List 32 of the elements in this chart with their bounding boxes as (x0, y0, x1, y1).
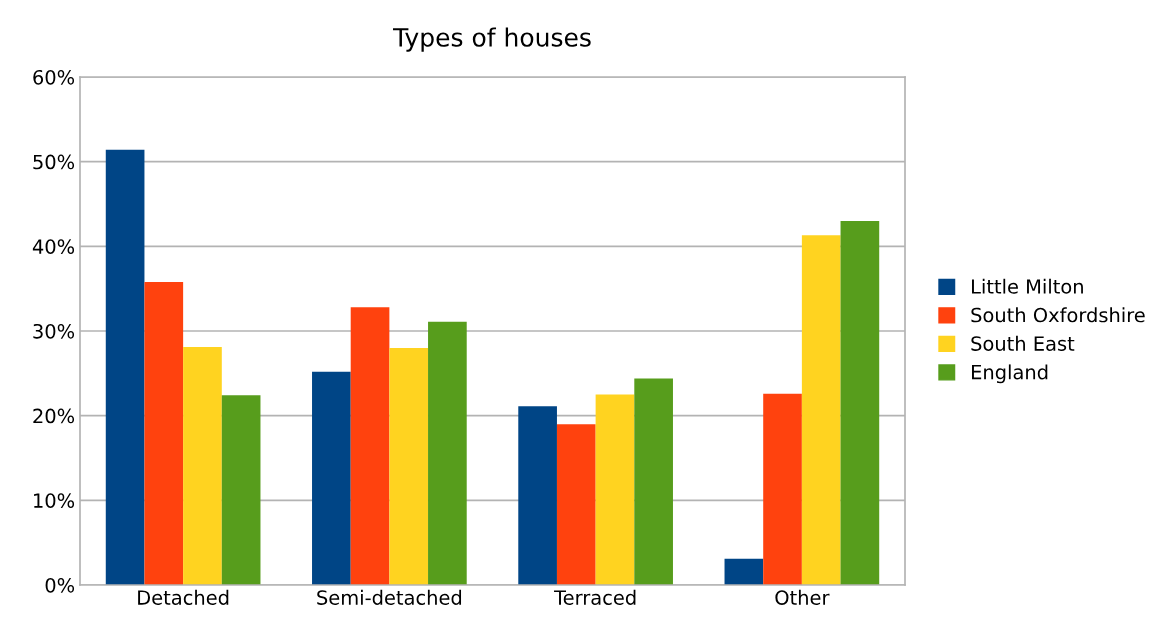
bar (763, 393, 802, 585)
bar (595, 394, 635, 585)
bar (221, 395, 261, 585)
y-tick-label: 60% (33, 69, 75, 85)
y-tick-label: 20% (33, 408, 75, 424)
bar (183, 347, 222, 585)
legend-label: England (972, 364, 1048, 384)
bar (840, 220, 880, 585)
bar (556, 424, 596, 585)
x-tick-label: Terraced (554, 589, 636, 605)
chart-title: Types of houses (393, 27, 591, 52)
bar (389, 347, 429, 585)
bar (105, 149, 145, 585)
y-tick-label: 0% (45, 577, 75, 593)
legend-label: South East (971, 335, 1075, 351)
bar (518, 406, 557, 585)
x-tick-label: Other (775, 589, 830, 605)
x-tick-label: Semi-detached (317, 589, 462, 605)
y-tick-label: 50% (33, 154, 75, 170)
bar (312, 371, 351, 585)
bar (634, 378, 673, 585)
bar (801, 235, 841, 585)
y-tick-label: 10% (34, 493, 75, 508)
y-tick-label: 40% (32, 239, 75, 254)
legend-label: South Oxfordshire (971, 307, 1145, 323)
x-tick-label: Detached (138, 589, 229, 605)
legend-label: Little Milton (972, 278, 1083, 294)
y-tick-label: 30% (33, 323, 75, 339)
bar (144, 281, 184, 585)
bar (724, 558, 764, 585)
bar (350, 307, 390, 585)
bar (428, 321, 467, 585)
